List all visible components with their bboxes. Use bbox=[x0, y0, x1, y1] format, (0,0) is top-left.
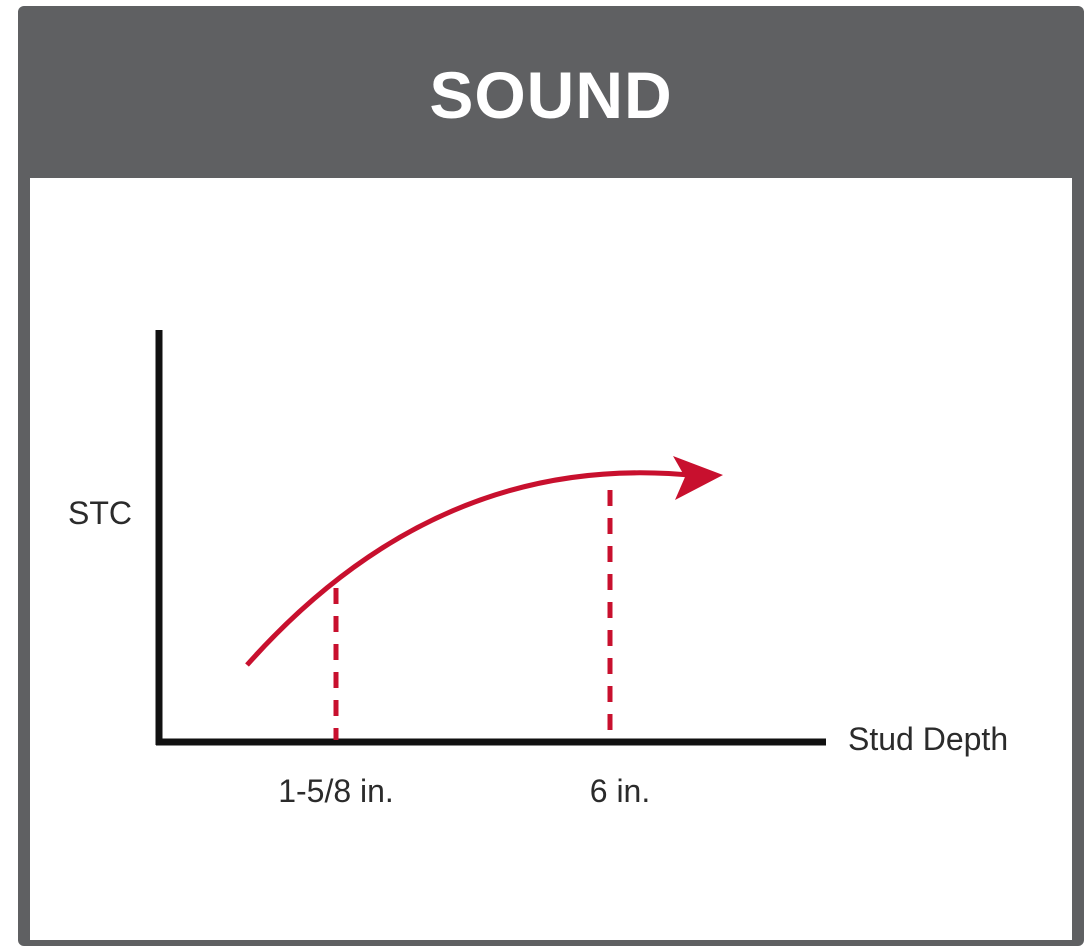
card-title: SOUND bbox=[429, 58, 673, 132]
x-axis-label: Stud Depth bbox=[848, 721, 1008, 757]
card-header: SOUND bbox=[18, 6, 1084, 178]
stc-curve bbox=[245, 470, 699, 667]
chart-panel: STC Stud Depth 1-5/8 in. 6 in. bbox=[30, 178, 1072, 940]
x-tick-label-6: 6 in. bbox=[590, 773, 650, 809]
stc-chart: STC Stud Depth 1-5/8 in. 6 in. bbox=[68, 330, 1008, 809]
sound-card: SOUND STC Stud Depth 1-5/8 in. 6 in. bbox=[18, 6, 1084, 946]
x-tick-label-1-5-8: 1-5/8 in. bbox=[278, 773, 394, 809]
y-axis-label: STC bbox=[68, 495, 132, 531]
curve-arrowhead bbox=[673, 456, 723, 500]
